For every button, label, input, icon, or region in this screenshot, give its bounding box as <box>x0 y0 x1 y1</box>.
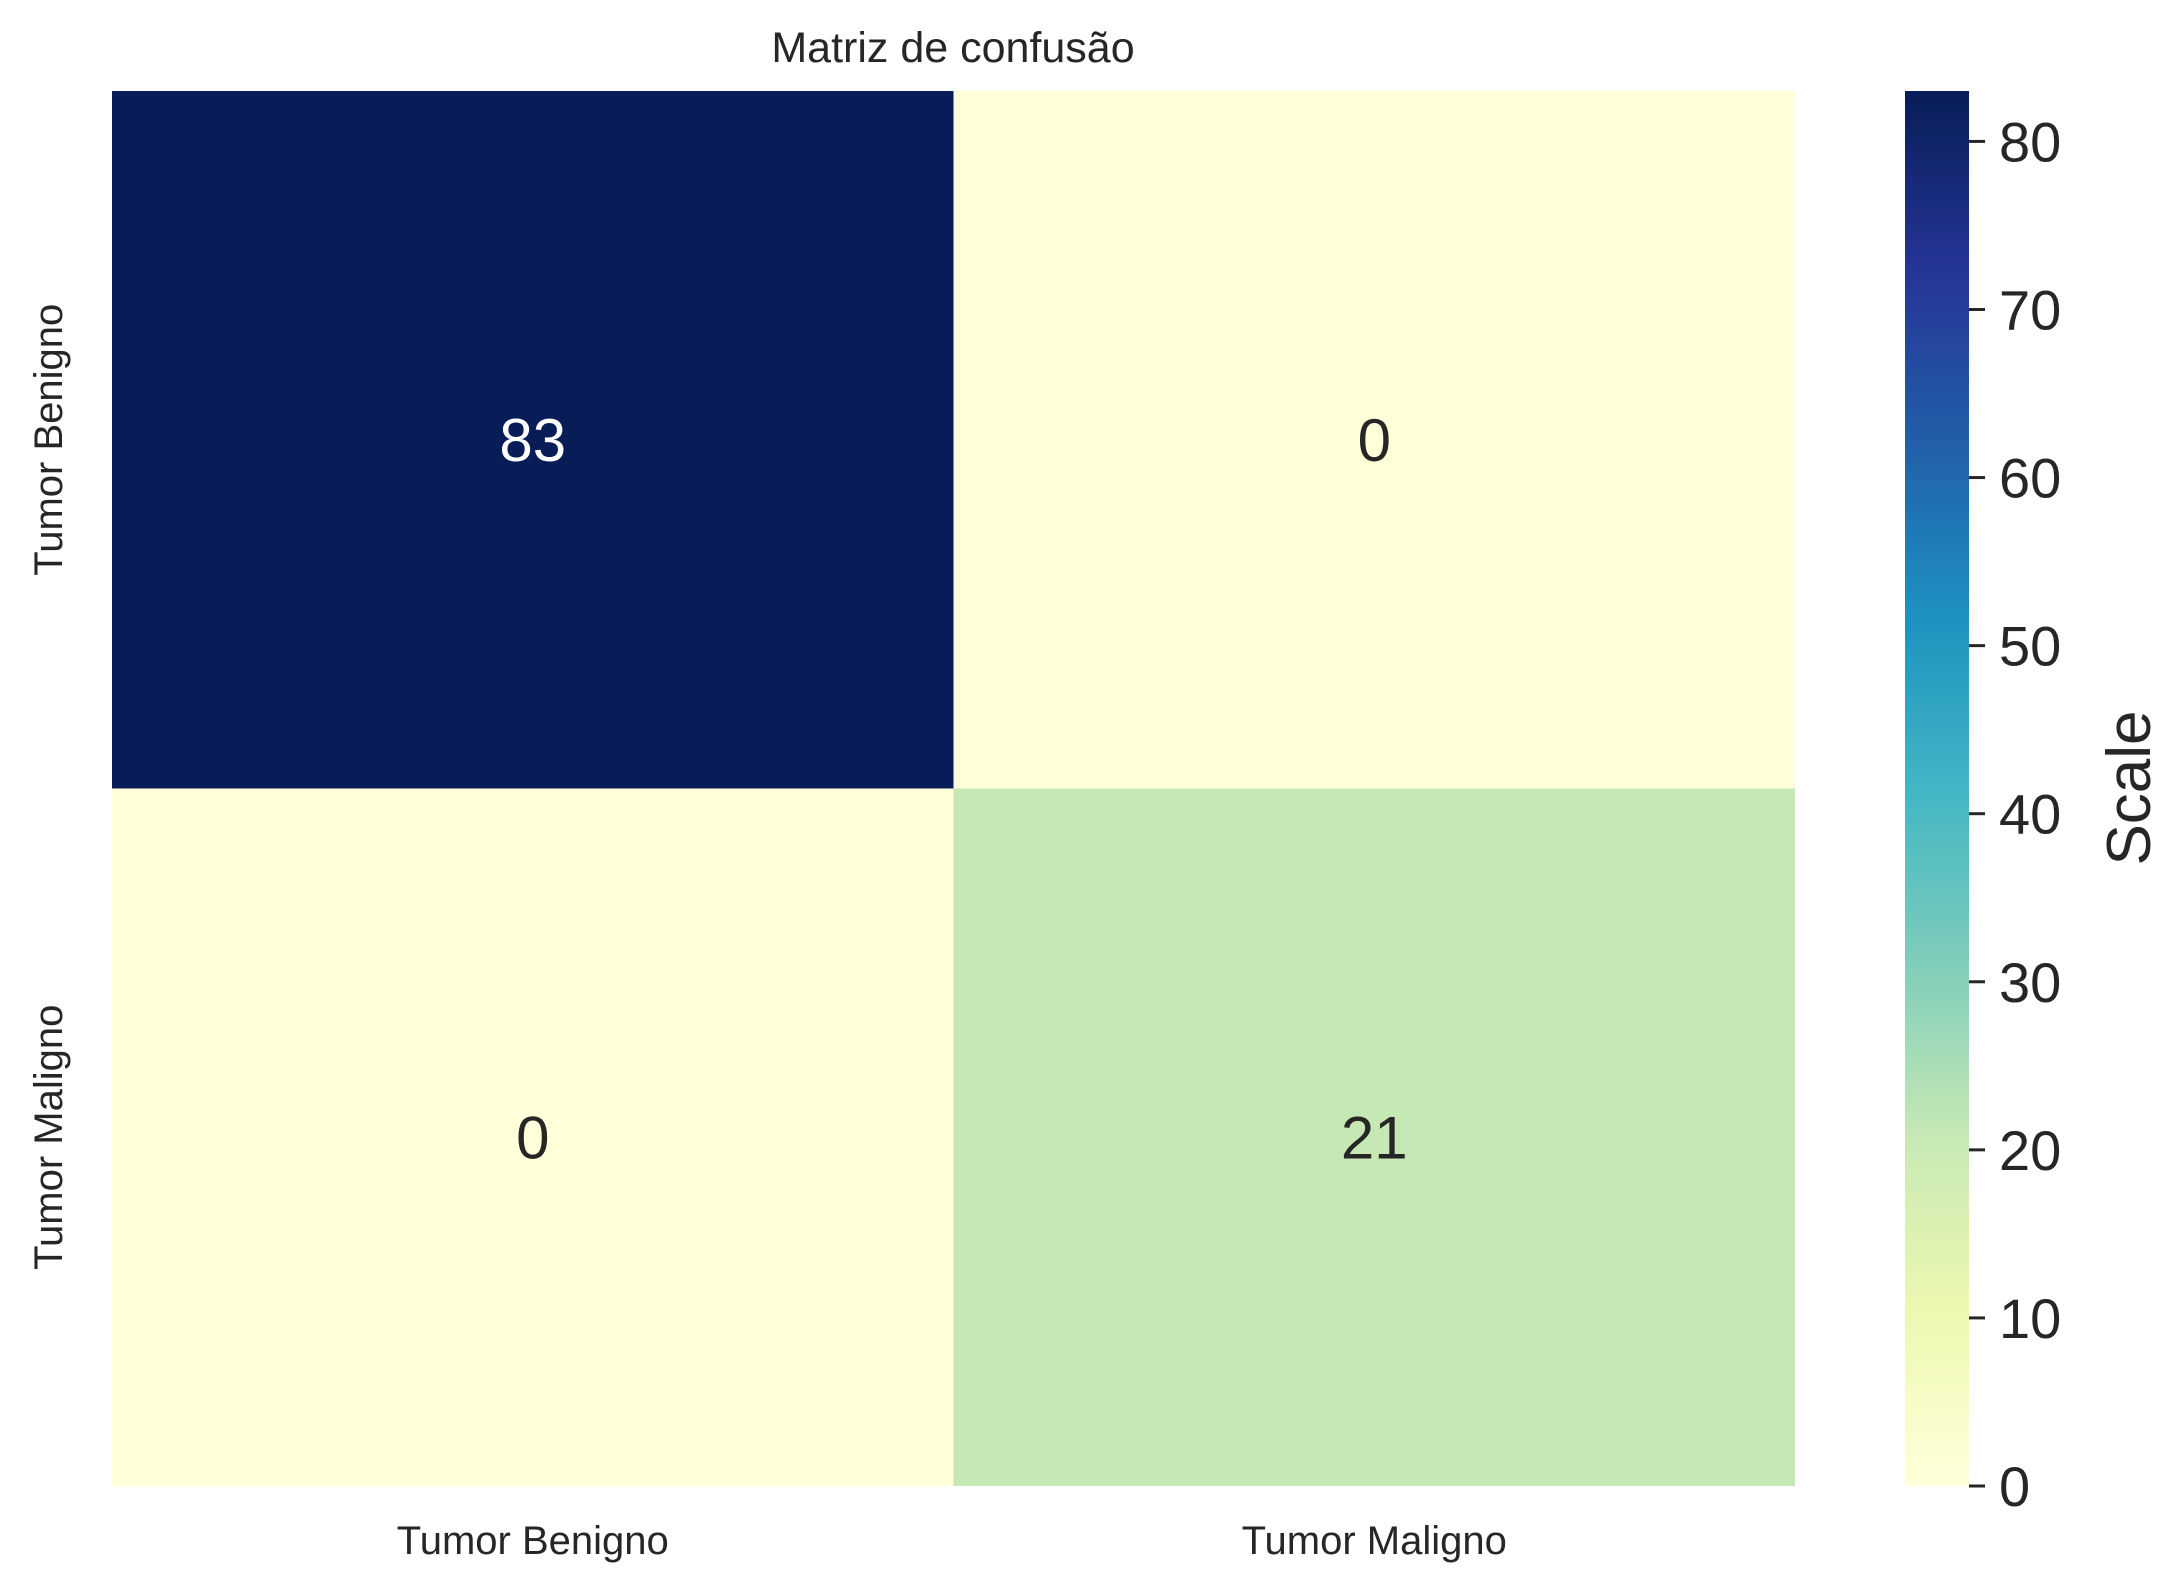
heatmap-cell-r1-c1 <box>953 788 1795 1486</box>
y-tick-label: Tumor Benigno <box>27 304 71 576</box>
cell-annotation-r0-c0: 83 <box>499 407 566 474</box>
colorbar-tick-label: 20 <box>1999 1119 2061 1182</box>
heatmap-cell-r0-c0 <box>112 91 954 789</box>
colorbar-tick-label: 80 <box>1999 110 2061 173</box>
cell-annotation-r1-c1: 21 <box>1341 1104 1408 1171</box>
colorbar-tick-label: 0 <box>1999 1455 2030 1518</box>
y-axis-tick-labels: Tumor Benigno Tumor Maligno <box>27 304 71 1270</box>
cell-annotation-r1-c0: 0 <box>516 1104 549 1171</box>
colorbar-tick-label: 50 <box>1999 615 2061 678</box>
colorbar: 0 10 20 30 40 50 60 70 80 Scale <box>1905 91 2164 1518</box>
cell-annotation-r0-c1: 0 <box>1358 407 1391 474</box>
x-axis-tick-labels: Tumor Benigno Tumor Maligno <box>397 1519 1507 1563</box>
heatmap-cell-r0-c1 <box>953 91 1795 789</box>
colorbar-tick-label: 30 <box>1999 951 2061 1014</box>
heatmap-annotations: 83 0 0 21 <box>499 407 1407 1172</box>
heatmap-grid <box>112 91 1795 1486</box>
colorbar-gradient <box>1905 91 1969 1486</box>
colorbar-tick-label: 40 <box>1999 783 2061 846</box>
y-tick-label: Tumor Maligno <box>27 1005 71 1270</box>
chart-title: Matriz de confusão <box>771 24 1134 72</box>
colorbar-ticks: 0 10 20 30 40 50 60 70 80 <box>1969 110 2061 1518</box>
colorbar-tick-label: 10 <box>1999 1287 2061 1350</box>
colorbar-label: Scale <box>2095 710 2164 865</box>
colorbar-tick-label: 70 <box>1999 278 2061 341</box>
x-tick-label: Tumor Maligno <box>1242 1519 1507 1563</box>
x-tick-label: Tumor Benigno <box>397 1519 669 1563</box>
heatmap-cell-r1-c0 <box>112 788 954 1486</box>
colorbar-tick-label: 60 <box>1999 447 2061 510</box>
